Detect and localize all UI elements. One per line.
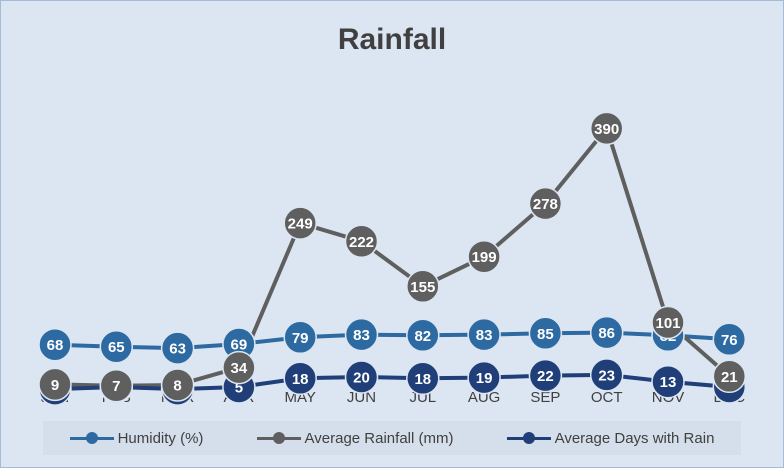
- data-label-humidity: 65: [108, 339, 125, 356]
- chart-title: Rainfall: [337, 23, 447, 56]
- data-point-rainfall: [344, 224, 379, 259]
- legend-label-humidity: Humidity (%): [117, 429, 204, 447]
- chart-legend: Humidity (%) Average Rainfall (mm) Avera…: [43, 421, 741, 455]
- data-label-rain-days: 22: [537, 368, 554, 385]
- data-point-rain-days: [528, 358, 563, 393]
- data-point-rainfall: [99, 368, 134, 403]
- data-point-rainfall: [38, 367, 72, 402]
- data-label-rain-days: 18: [292, 371, 309, 388]
- data-label-rainfall: 249: [288, 216, 313, 233]
- data-label-rainfall: 222: [349, 234, 374, 251]
- data-label-rainfall: 7: [112, 378, 120, 395]
- data-point-humidity: [38, 327, 72, 362]
- data-label-humidity: 82: [414, 328, 431, 345]
- data-point-rain-days: [344, 360, 379, 394]
- data-point-rainfall: [222, 350, 256, 385]
- data-point-rainfall: [283, 206, 317, 240]
- data-label-rain-days: 19: [476, 370, 493, 387]
- data-point-humidity: [160, 331, 195, 365]
- data-point-humidity: [467, 317, 501, 352]
- data-point-rain-days: [467, 360, 501, 395]
- data-point-humidity: [99, 329, 134, 364]
- data-label-rainfall: 155: [410, 279, 435, 296]
- data-point-rain-days: [589, 358, 624, 392]
- data-label-rainfall: 8: [173, 378, 181, 395]
- data-point-rainfall: [528, 186, 563, 221]
- data-label-humidity: 86: [598, 325, 615, 342]
- data-point-humidity: [283, 320, 317, 355]
- data-label-humidity: 85: [537, 326, 554, 343]
- data-label-rainfall: 21: [721, 369, 738, 386]
- series-line-humidity: [54, 330, 730, 351]
- data-label-rainfall: 101: [655, 315, 680, 332]
- data-label-rainfall: 199: [472, 249, 497, 266]
- legend-item-rainfall: Average Rainfall (mm): [256, 429, 454, 447]
- legend-swatch-rain-days: [506, 431, 551, 445]
- data-label-humidity: 69: [231, 337, 248, 354]
- data-point-rainfall: [467, 239, 501, 274]
- data-label-humidity: 79: [292, 330, 309, 347]
- data-point-rainfall: [651, 305, 685, 340]
- data-point-rain-days: [651, 364, 685, 399]
- data-label-rainfall: 278: [533, 196, 558, 213]
- x-tick-label: OCT: [591, 389, 623, 406]
- data-label-humidity: 83: [476, 327, 493, 344]
- legend-label-rain-days: Average Days with Rain: [554, 429, 715, 447]
- data-point-humidity: [589, 315, 624, 350]
- data-point-humidity: [406, 318, 440, 353]
- data-label-rain-days: 23: [598, 367, 615, 384]
- legend-label-rainfall: Average Rainfall (mm): [304, 429, 454, 447]
- legend-swatch-rainfall: [256, 431, 301, 445]
- data-point-humidity: [528, 316, 563, 351]
- data-label-rain-days: 20: [353, 370, 370, 387]
- data-point-rainfall: [160, 368, 195, 402]
- data-label-rainfall: 34: [231, 360, 248, 377]
- data-label-rainfall: 9: [51, 377, 59, 394]
- x-tick-label: MAY: [284, 389, 315, 406]
- data-point-humidity: [344, 317, 379, 352]
- data-label-humidity: 68: [47, 337, 64, 354]
- data-label-humidity: 63: [169, 341, 186, 358]
- legend-item-rain-days: Average Days with Rain: [506, 429, 715, 447]
- data-point-humidity: [712, 322, 747, 357]
- x-tick-label: AUG: [468, 389, 501, 406]
- data-point-rainfall: [406, 269, 440, 304]
- data-point-rainfall: [589, 111, 624, 146]
- data-label-rain-days: 18: [414, 371, 431, 388]
- data-label-humidity: 83: [353, 327, 370, 344]
- data-label-rain-days: 13: [660, 374, 677, 391]
- data-label-rainfall: 390: [594, 121, 619, 138]
- data-point-rain-days: [283, 361, 317, 396]
- x-tick-label: SEP: [530, 389, 560, 406]
- chart-plot: JANFEBMARAPRMAYJUNJULAUGSEPOCTNOVDEC6865…: [38, 111, 747, 406]
- data-point-rain-days: [406, 361, 440, 396]
- series-line-rain-days: [54, 372, 730, 392]
- data-point-rainfall: [712, 359, 747, 394]
- x-tick-label: JUN: [347, 389, 376, 406]
- legend-swatch-humidity: [69, 431, 114, 445]
- data-label-rain-days: 5: [235, 380, 243, 397]
- legend-item-humidity: Humidity (%): [69, 429, 204, 447]
- data-label-humidity: 76: [721, 332, 738, 349]
